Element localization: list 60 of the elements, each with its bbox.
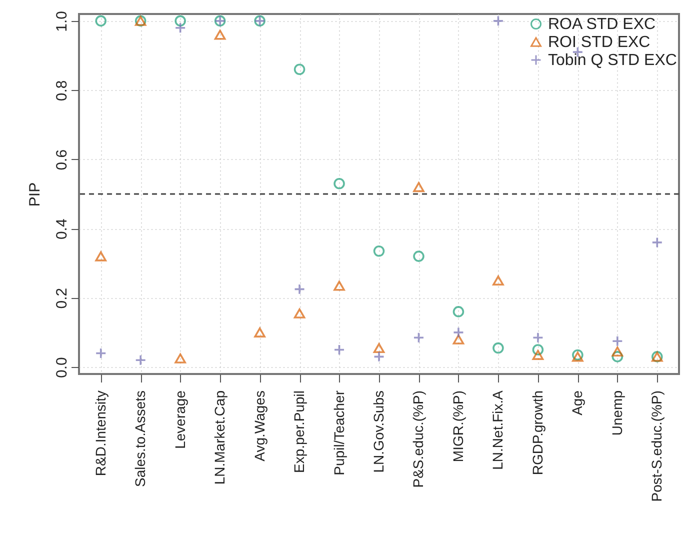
x-tick-label: Unemp — [608, 390, 625, 436]
x-tick-label: RGDP.growth — [529, 390, 546, 476]
legend-label: Tobin Q STD EXC — [548, 52, 677, 69]
point — [95, 251, 106, 262]
point — [294, 308, 306, 318]
point — [492, 342, 504, 354]
point — [134, 354, 146, 366]
point — [95, 348, 106, 359]
y-tick-label: 1.0 — [54, 10, 70, 32]
point — [373, 343, 385, 354]
x-tick-label: Age — [569, 390, 586, 416]
x-tick-label: Post-S.educ.(%P) — [648, 390, 665, 502]
y-tick-label: 0.2 — [54, 288, 70, 309]
x-tick-label: LN.Gov.Subs — [370, 390, 386, 473]
point — [294, 284, 306, 295]
x-tick-label: Avg.Wages — [251, 390, 268, 462]
point — [334, 178, 345, 190]
y-tick-label: 0.6 — [54, 149, 70, 170]
x-tick-label: LN.Market.Cap — [212, 390, 228, 485]
x-tick-label: P&S.educ.(%P) — [410, 390, 426, 488]
point — [492, 276, 504, 286]
x-tick-label: Pupil/Teacher — [330, 390, 347, 476]
x-tick-label: Exp.per.Pupil — [291, 390, 308, 473]
x-tick-label: Leverage — [172, 390, 188, 449]
point — [174, 353, 186, 364]
point — [532, 332, 544, 344]
point — [214, 30, 226, 40]
point — [174, 15, 186, 27]
point — [572, 352, 584, 362]
legend-label: ROA STD EXC — [548, 16, 656, 33]
point — [334, 280, 345, 291]
point — [452, 334, 464, 344]
y-tick-label: 0.8 — [54, 80, 70, 102]
point — [492, 15, 504, 27]
point — [652, 236, 663, 248]
legend-label: ROI STD EXC — [548, 34, 650, 51]
point — [452, 326, 464, 338]
y-tick-label: 0.0 — [54, 357, 70, 378]
point — [334, 344, 345, 356]
point — [373, 351, 385, 362]
x-tick-label: MIGR.(%P) — [450, 390, 466, 462]
point — [532, 344, 544, 356]
y-tick-label: 0.4 — [54, 218, 70, 240]
x-tick-label: LN.Net.Fix.A — [490, 390, 506, 470]
point — [612, 335, 624, 347]
point — [373, 245, 385, 257]
point — [294, 64, 306, 76]
y-axis-title: PIP — [26, 182, 44, 207]
x-tick-label: R&D.Intensity — [92, 390, 108, 476]
point — [95, 15, 106, 27]
x-tick-label: Sales.to.Assets — [132, 390, 148, 487]
point — [452, 306, 464, 318]
point — [413, 250, 424, 262]
point — [174, 22, 186, 34]
point — [413, 182, 424, 192]
point — [612, 346, 624, 357]
point — [532, 350, 544, 360]
point — [413, 332, 424, 344]
point — [612, 351, 624, 362]
point — [254, 327, 266, 338]
